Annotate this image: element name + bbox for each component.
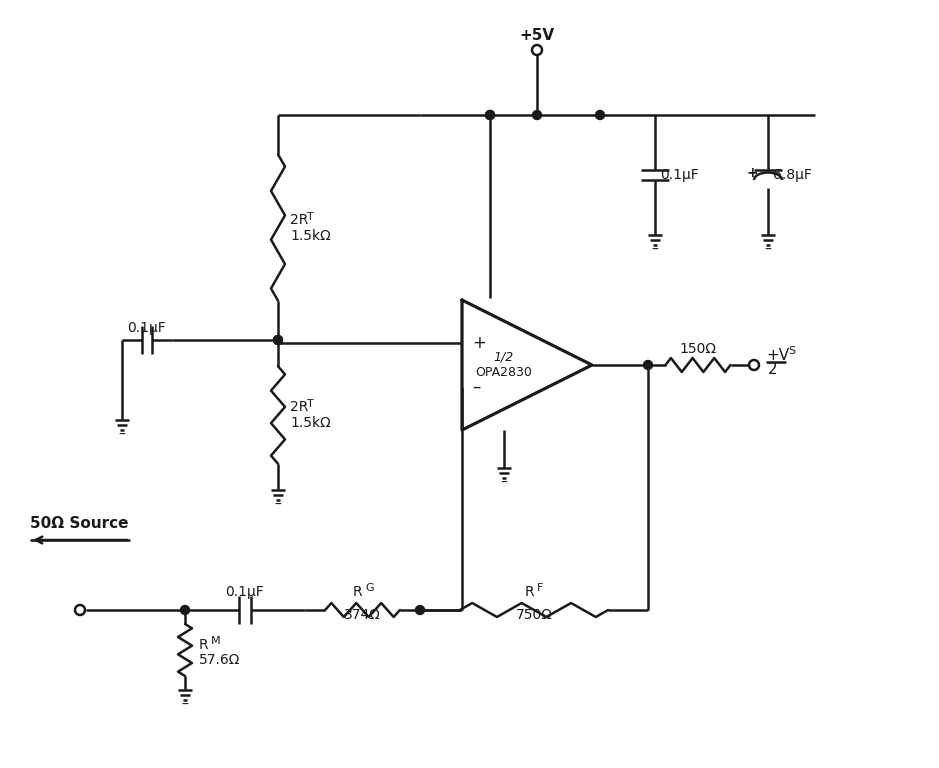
Text: +: +: [472, 334, 485, 352]
Circle shape: [485, 111, 495, 120]
Text: 0.1μF: 0.1μF: [660, 168, 699, 182]
Text: 1.5kΩ: 1.5kΩ: [290, 416, 331, 430]
Circle shape: [273, 336, 283, 345]
Circle shape: [75, 605, 85, 615]
Text: –: –: [472, 378, 481, 396]
Text: –: –: [764, 243, 772, 257]
Text: M: M: [211, 636, 221, 646]
Text: 6.8μF: 6.8μF: [773, 168, 812, 182]
Text: 150Ω: 150Ω: [680, 342, 716, 356]
Text: –: –: [652, 243, 658, 257]
Text: 750Ω: 750Ω: [516, 608, 552, 622]
Text: T: T: [307, 211, 314, 221]
Text: OPA2830: OPA2830: [475, 366, 532, 379]
Text: –: –: [181, 698, 189, 712]
Text: T: T: [307, 399, 314, 409]
Circle shape: [532, 45, 542, 55]
Circle shape: [643, 360, 653, 369]
Text: –: –: [118, 428, 126, 442]
Text: 2R: 2R: [290, 213, 308, 227]
Text: F: F: [537, 583, 544, 593]
Text: S: S: [788, 346, 795, 356]
Text: R: R: [199, 638, 208, 652]
Circle shape: [415, 605, 424, 614]
Text: +: +: [746, 166, 758, 180]
Text: G: G: [365, 583, 374, 593]
Circle shape: [595, 111, 605, 120]
Text: 50Ω Source: 50Ω Source: [30, 517, 129, 531]
Text: 374Ω: 374Ω: [344, 608, 381, 622]
Text: –: –: [500, 476, 507, 490]
Circle shape: [532, 111, 542, 120]
Text: 1/2: 1/2: [494, 350, 515, 363]
Text: 2R: 2R: [290, 400, 308, 414]
Text: +5V: +5V: [519, 28, 555, 42]
Text: R: R: [524, 585, 533, 599]
Circle shape: [180, 605, 190, 614]
Circle shape: [273, 336, 283, 345]
Text: 0.1μF: 0.1μF: [128, 321, 166, 335]
Text: +V: +V: [766, 347, 789, 362]
Circle shape: [749, 360, 759, 370]
Text: 0.1μF: 0.1μF: [225, 585, 265, 599]
Text: R: R: [353, 585, 362, 599]
Circle shape: [485, 111, 495, 120]
Text: –: –: [274, 498, 282, 512]
Text: 57.6Ω: 57.6Ω: [199, 653, 240, 667]
Text: 2: 2: [768, 362, 777, 378]
Text: 1.5kΩ: 1.5kΩ: [290, 229, 331, 243]
